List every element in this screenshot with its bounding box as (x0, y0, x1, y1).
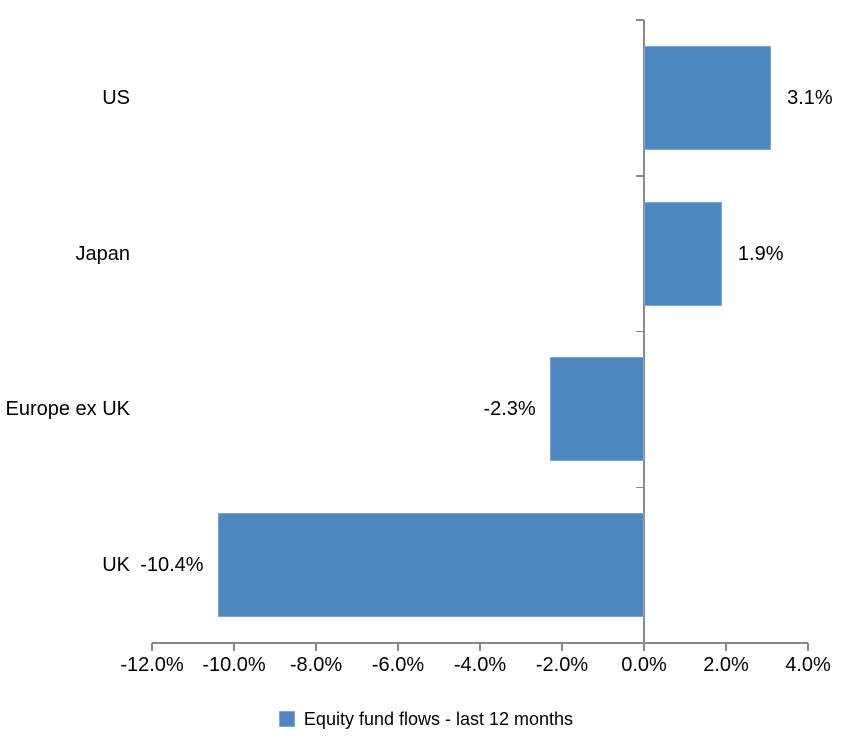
y-axis-tick (636, 175, 644, 177)
x-tick-label: -6.0% (371, 654, 425, 676)
bar-value-label: -2.3% (483, 398, 536, 421)
bar (217, 513, 644, 618)
x-tick-label: 4.0% (785, 654, 831, 676)
x-axis-tick (397, 643, 399, 651)
category-label: UK (102, 554, 130, 577)
bar (644, 201, 722, 306)
bar (549, 357, 644, 462)
bar-value-label: 3.1% (787, 86, 833, 109)
legend: Equity fund flows - last 12 months (0, 704, 852, 734)
x-tick-label: 0.0% (621, 654, 667, 676)
bar (644, 45, 772, 150)
x-axis-tick (561, 643, 563, 651)
category-label: Europe ex UK (5, 398, 130, 421)
x-axis-tick (315, 643, 317, 651)
x-axis-tick (643, 643, 645, 651)
bar-value-label: -10.4% (140, 554, 204, 577)
x-axis-tick (479, 643, 481, 651)
x-tick-label: -12.0% (120, 654, 184, 676)
x-tick-label: -8.0% (289, 654, 343, 676)
y-axis-tick (636, 486, 644, 488)
x-axis-tick (807, 643, 809, 651)
y-axis-tick (636, 19, 644, 21)
bar-value-label: 1.9% (737, 242, 784, 265)
y-axis-line (643, 20, 645, 643)
x-tick-label: -2.0% (535, 654, 589, 676)
x-axis-tick (725, 643, 727, 651)
legend-swatch-icon (278, 711, 295, 727)
x-axis-tick (151, 643, 153, 651)
y-axis-tick (636, 330, 644, 333)
x-tick-label: -4.0% (453, 654, 507, 676)
category-label: Japan (75, 242, 131, 265)
legend-label: Equity fund flows - last 12 months (303, 708, 574, 729)
x-tick-label: 2.0% (703, 654, 749, 676)
x-axis-tick (233, 643, 235, 651)
category-label: US (102, 86, 130, 109)
x-tick-label: -10.0% (202, 654, 266, 676)
